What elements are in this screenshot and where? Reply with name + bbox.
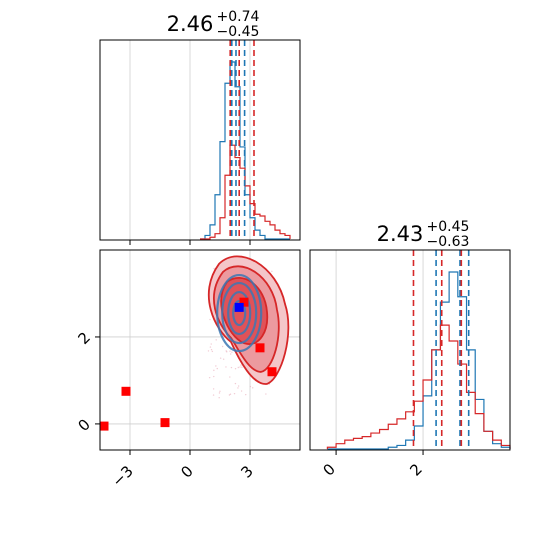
bottom_left-sample-point: [233, 392, 236, 395]
bottom_left-sample-point: [213, 369, 215, 372]
bottom_right-title-minus: −0.63: [427, 234, 470, 250]
top_left-title-plus: +0.74: [217, 9, 260, 25]
bottom_left-sample-point: [252, 387, 254, 389]
bottom_right-xtick-label: 2: [406, 460, 425, 479]
bottom_left-sample-point: [234, 382, 237, 385]
bottom_left-sample-point: [229, 393, 232, 395]
bottom_left-sample-point: [237, 387, 239, 389]
top_left-frame: [99, 39, 301, 241]
bottom_left-blue-marker: [234, 302, 244, 312]
bottom_left-sample-point: [212, 394, 215, 396]
bottom_left-sample-point: [208, 376, 211, 379]
bottom_left-sample-point: [216, 367, 218, 370]
bottom_left-red-marker: [255, 343, 265, 353]
bottom_left-sample-point: [237, 366, 240, 369]
bottom_left-sample-point: [207, 350, 210, 352]
bottom_left-sample-point: [245, 393, 247, 396]
top_left-title-minus: −0.45: [217, 24, 260, 40]
bottom_left-xtick-label: 3: [237, 462, 256, 481]
bottom_left-sample-point: [218, 392, 221, 394]
bottom_left-sample-point: [218, 397, 220, 399]
bottom_left-red-marker: [121, 386, 131, 396]
bottom_left-red-marker: [267, 367, 277, 377]
bottom_left-xtick-label: 0: [177, 462, 196, 481]
bottom_left-red-marker: [239, 297, 249, 307]
bottom_left-sample-point: [215, 339, 217, 341]
bottom_right-title: 2.43: [377, 222, 424, 246]
bottom_left-panel: −3 0 3 0 2: [74, 249, 301, 490]
bottom_left-contour-blue-outer: [216, 273, 263, 353]
bottom_left-sample-point: [212, 388, 215, 390]
bottom_left-red-marker: [99, 421, 109, 431]
bottom_left-sample-point: [209, 318, 211, 321]
bottom_left-sample-point: [234, 368, 237, 370]
bottom_left-xtick-label: −3: [108, 462, 136, 490]
bottom_right-panel: 2.43 +0.45−0.63 0 2: [309, 219, 511, 480]
bottom_right-title-value: 2.43: [377, 222, 424, 246]
bottom_left-sample-point: [229, 353, 232, 355]
bottom_left-sample-point: [237, 385, 240, 387]
bottom_left-sample-point: [225, 366, 227, 368]
bottom_right-xtick-label: 0: [319, 460, 338, 479]
bottom_left-sample-point: [211, 350, 214, 353]
bottom_left-sample-point: [209, 346, 212, 348]
top_left-hist-series-2: [200, 144, 291, 240]
bottom_left-ytick-label: 0: [74, 415, 93, 434]
bottom_left-sample-point: [213, 375, 215, 378]
bottom_left-sample-point: [210, 348, 213, 351]
top_left-panel: 2.46 +0.74−0.45: [99, 9, 301, 245]
bottom_left-sample-point: [240, 364, 242, 366]
bottom_left-sample-point: [271, 270, 273, 273]
bottom_left-sample-point: [229, 376, 231, 378]
bottom_left-frame: [99, 249, 301, 451]
bottom_left-contour-blue-mid: [221, 281, 258, 345]
top_left-title: 2.46: [167, 12, 214, 36]
bottom_left-sample-point: [219, 357, 222, 359]
bottom_left-contour-blue-core: [232, 299, 247, 327]
bottom_left-ytick-label: 2: [74, 328, 93, 347]
top_left-hist-series-1: [200, 61, 290, 240]
bottom_left-sample-point: [229, 350, 231, 352]
bottom_left-sample-point: [230, 366, 233, 369]
bottom_left-sample-point: [221, 345, 224, 348]
bottom_left-sample-point: [240, 390, 243, 392]
top_left-title-value: 2.46: [167, 12, 214, 36]
bottom_left-sample-point: [239, 366, 241, 368]
bottom_right-hist-series-1: [327, 271, 511, 450]
bottom_right-frame: [309, 249, 511, 451]
bottom_left-sample-point: [219, 390, 221, 392]
bottom_left-sample-point: [265, 393, 267, 395]
bottom_left-sample-point: [249, 385, 252, 388]
bottom_left-sample-point: [213, 267, 215, 270]
bottom_left-contour-blue-inner: [227, 290, 252, 336]
bottom_right-hist-series-2: [326, 324, 511, 449]
bottom_left-sample-point: [241, 366, 243, 368]
bottom_left-sample-point: [210, 343, 212, 345]
bottom_left-sample-point: [215, 365, 217, 367]
bottom_left-sample-point: [228, 394, 231, 396]
bottom_left-sample-point: [231, 351, 233, 353]
bottom_left-sample-point: [222, 358, 225, 360]
bottom_left-red-marker: [160, 418, 170, 428]
bottom_right-title-plus: +0.45: [427, 219, 470, 235]
bottom_left-sample-point: [226, 351, 228, 353]
